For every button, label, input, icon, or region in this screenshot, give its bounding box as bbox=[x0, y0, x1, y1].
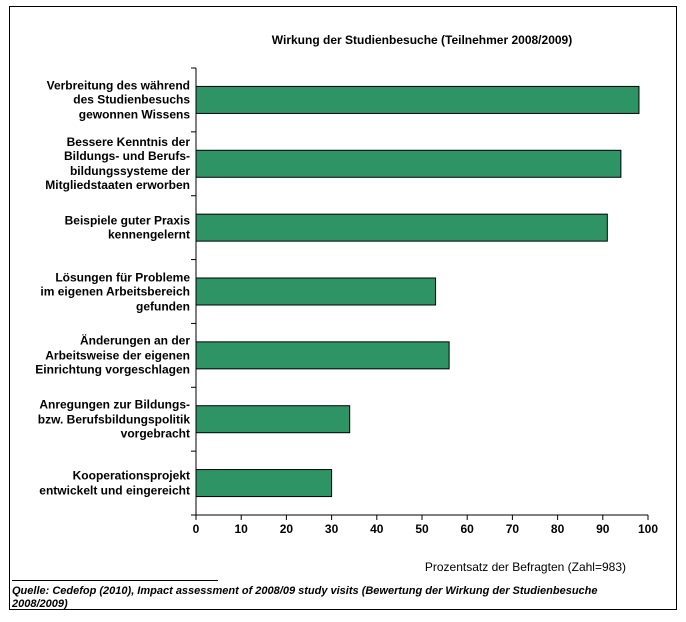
x-tick-label: 0 bbox=[192, 522, 200, 536]
chart-frame bbox=[9, 6, 677, 610]
category-label: Bessere Kenntnis der Bildungs- und Beruf… bbox=[45, 134, 190, 193]
x-tick-label: 90 bbox=[596, 522, 610, 536]
bar bbox=[195, 341, 450, 370]
x-tick-label: 80 bbox=[550, 522, 565, 536]
category-label: Lösungen für Probleme im eigenen Arbeits… bbox=[40, 269, 190, 313]
x-tick-label: 20 bbox=[279, 522, 294, 536]
bar bbox=[195, 85, 640, 114]
chart-title: Wirkung der Studienbesuche (Teilnehmer 2… bbox=[271, 33, 573, 47]
x-tick-label: 30 bbox=[324, 522, 339, 536]
bar bbox=[195, 213, 608, 242]
category-label: Kooperationsprojekt entwickelt und einge… bbox=[39, 468, 190, 498]
bar bbox=[195, 149, 622, 178]
x-tick-label: 10 bbox=[234, 522, 248, 536]
bar bbox=[195, 277, 437, 306]
x-tick-label: 60 bbox=[460, 522, 474, 536]
bar bbox=[195, 469, 333, 498]
x-tick-label: 100 bbox=[637, 522, 659, 536]
category-label: Änderungen an der Arbeitsweise der eigen… bbox=[35, 333, 190, 377]
x-tick-label: 40 bbox=[370, 522, 384, 536]
category-label: Anregungen zur Bildungs- bzw. Berufsbild… bbox=[37, 397, 190, 441]
x-axis-label: Prozentsatz der Befragten (Zahl=983) bbox=[424, 560, 626, 574]
x-tick-label: 70 bbox=[505, 522, 520, 536]
x-tick-label: 50 bbox=[415, 522, 429, 536]
bar bbox=[195, 405, 351, 434]
category-label: Verbreitung des während des Studienbesuc… bbox=[46, 78, 190, 122]
source-note: Quelle: Cedefop (2010), Impact assessmen… bbox=[12, 585, 598, 610]
category-label: Beispiele guter Praxis kennengelernt bbox=[64, 213, 190, 242]
source-divider bbox=[12, 580, 218, 581]
